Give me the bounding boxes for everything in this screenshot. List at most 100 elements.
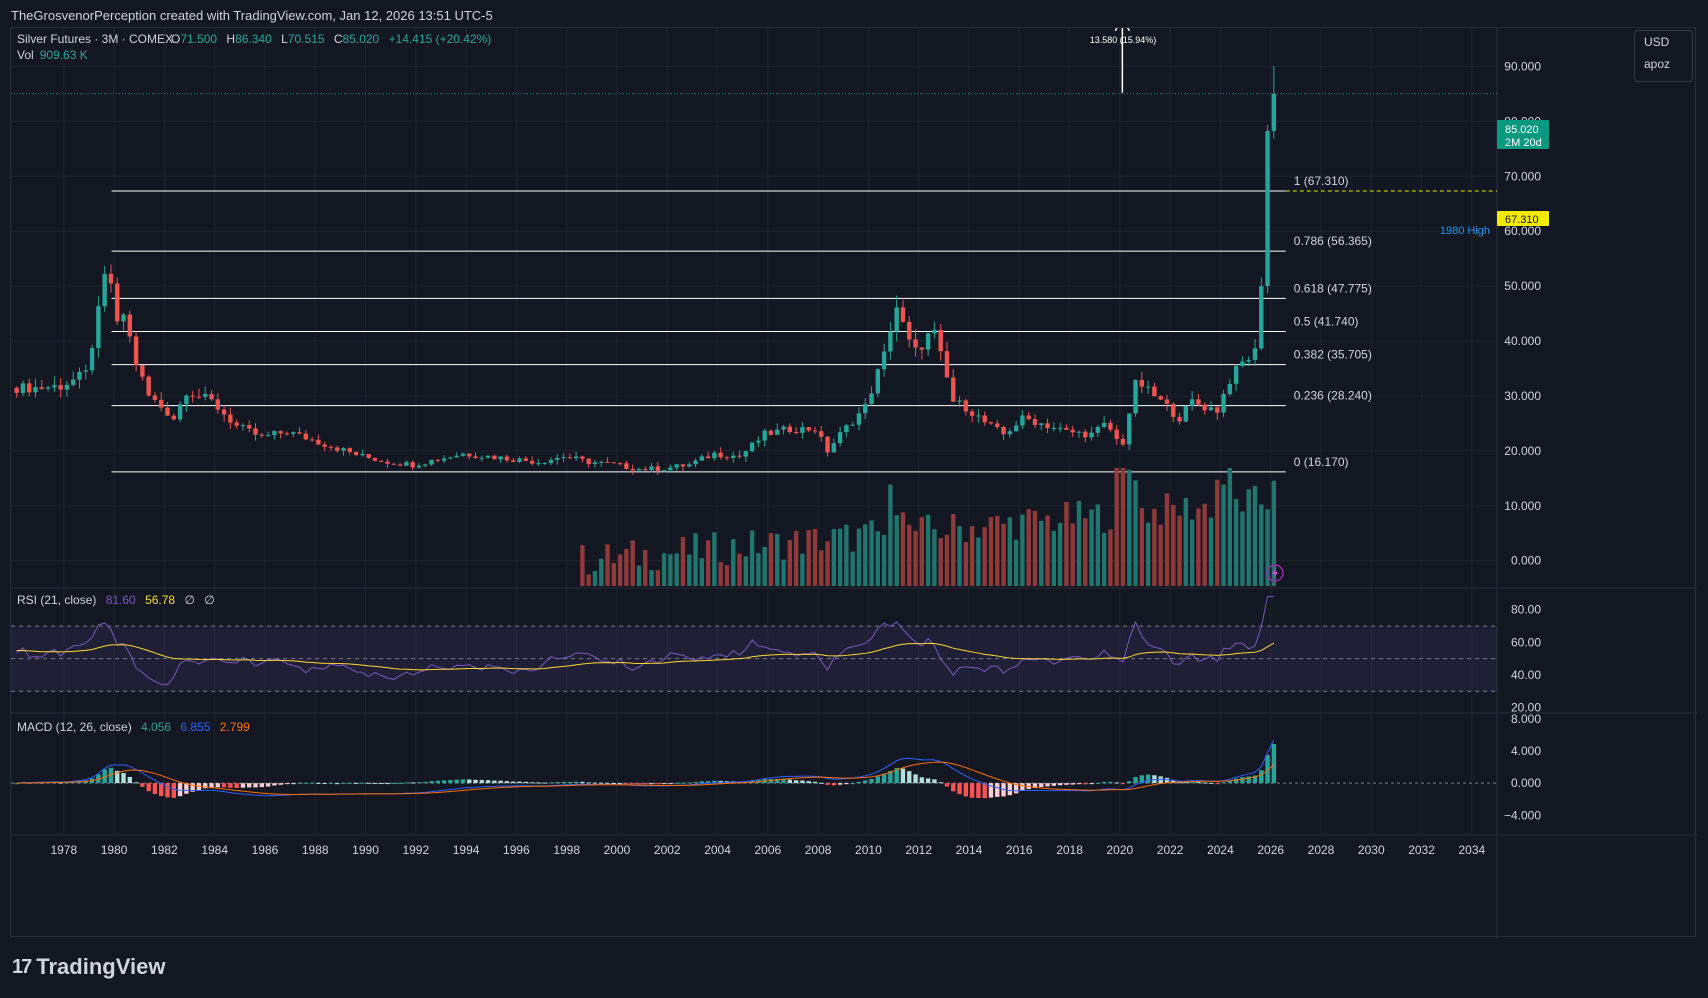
fib-level-label: 0.618 (47.775) — [1294, 281, 1372, 295]
flash-icon[interactable] — [1266, 564, 1284, 582]
close-value: 85.020 — [343, 32, 380, 46]
candle-body — [969, 411, 975, 416]
candle-body — [108, 273, 114, 284]
macd-hist-bar — [372, 782, 378, 784]
volume-bar — [1089, 509, 1094, 586]
volume-bar — [1045, 515, 1050, 586]
macd-hist-bar — [127, 776, 133, 784]
candle-body — [115, 283, 120, 322]
candle-body — [64, 384, 70, 390]
candle-body — [171, 415, 177, 420]
candle-body — [1233, 365, 1239, 384]
macd-hist-bar — [353, 782, 359, 784]
volume-bar — [661, 553, 667, 586]
macd-hist-bar — [297, 782, 302, 784]
macd-hist-bar — [1051, 783, 1057, 786]
macd-hist-bar — [599, 782, 604, 784]
volume-readout: Vol 909.63 K — [17, 48, 88, 62]
volume-bar — [888, 484, 893, 586]
x-tick-label: 2016 — [1006, 843, 1033, 857]
macd-hist-bar — [995, 783, 1000, 797]
macd-hist-bar — [14, 783, 19, 785]
currency-box[interactable]: USD apoz — [1634, 30, 1693, 82]
macd-hist-bar — [800, 780, 805, 784]
candle-body — [643, 469, 648, 471]
volume-bar — [749, 530, 755, 586]
macd-hist-bar — [869, 778, 874, 784]
candle-body — [1183, 406, 1189, 422]
volume-bar — [768, 533, 774, 586]
macd-legend: MACD (12, 26, close) 4.056 6.855 2.799 — [17, 720, 250, 734]
x-tick-label: 2004 — [704, 843, 731, 857]
macd-hist-bar — [121, 773, 126, 784]
volume-bar — [837, 528, 843, 586]
volume-bar — [1233, 499, 1239, 586]
candle-body — [724, 457, 730, 459]
high-value: 86.340 — [235, 32, 272, 46]
macd-hist-bar — [1221, 782, 1226, 784]
candle-body — [14, 387, 19, 393]
macd-hist-bar — [259, 783, 265, 788]
macd-hist-bar — [391, 782, 397, 784]
candle-body — [159, 399, 164, 408]
candle-body — [372, 457, 378, 461]
x-tick-label: 1990 — [352, 843, 379, 857]
volume-bar — [775, 533, 780, 586]
fib-level-label: 0 (16.170) — [1294, 455, 1349, 469]
macd-hist-bar — [1196, 781, 1201, 784]
candle-body — [611, 462, 617, 464]
x-tick-label: 2012 — [905, 843, 932, 857]
candle-body — [1108, 422, 1113, 430]
volume-bar — [630, 540, 635, 586]
volume-bar — [957, 526, 962, 586]
candle-body — [140, 365, 145, 377]
x-tick-label: 2000 — [604, 843, 631, 857]
candle-body — [712, 452, 717, 459]
candle-body — [460, 453, 466, 456]
volume-bar — [907, 524, 912, 586]
candle-body — [259, 434, 265, 436]
candle-body — [1089, 432, 1094, 438]
footer-brand[interactable]: 17 TradingView — [12, 952, 165, 982]
volume-bar — [1070, 523, 1075, 586]
macd-hist-bar — [573, 781, 579, 784]
countdown-value: 2M 20d — [1505, 137, 1542, 149]
chart-frame[interactable]: 1.618 (98.915)1 (67.310)0.786 (56.365)0.… — [10, 0, 1697, 938]
volume-bar — [592, 570, 598, 586]
volume-bar — [1221, 484, 1226, 586]
candle-body — [177, 404, 183, 420]
candle-body — [492, 455, 497, 460]
candle-body — [454, 455, 459, 458]
volume-bar — [1240, 511, 1245, 586]
candle-body — [907, 321, 912, 340]
candle-body — [102, 273, 107, 307]
macd-hist-bar — [1114, 782, 1119, 784]
macd-hist-bar — [272, 783, 277, 786]
candle-body — [485, 455, 491, 458]
candle-body — [680, 464, 686, 467]
volume-bar — [580, 545, 585, 586]
x-tick-label: 1992 — [402, 843, 429, 857]
macd-hist-bar — [140, 783, 145, 787]
candle-body — [567, 457, 573, 459]
macd-hist-bar — [146, 783, 151, 792]
volume-bar — [1051, 530, 1057, 586]
volume-bar — [705, 540, 711, 586]
volume-bar — [856, 528, 862, 586]
volume-bar — [976, 537, 981, 586]
volume-bar — [636, 565, 642, 586]
volume-bar — [605, 544, 610, 586]
candle-body — [1265, 130, 1270, 287]
candle-body — [272, 431, 277, 436]
chart-svg[interactable]: 1.618 (98.915)1 (67.310)0.786 (56.365)0.… — [11, 0, 1697, 938]
macd-hist-bar — [705, 781, 711, 784]
candle-body — [1120, 438, 1126, 445]
macd-hist-bar — [1145, 774, 1151, 784]
volume-bar — [982, 527, 987, 586]
candle-body — [1271, 93, 1277, 131]
macd-hist-bar — [504, 781, 510, 784]
candle-body — [360, 454, 365, 456]
candle-body — [951, 377, 956, 402]
volume-bar — [781, 559, 786, 586]
candle-body — [247, 425, 252, 429]
